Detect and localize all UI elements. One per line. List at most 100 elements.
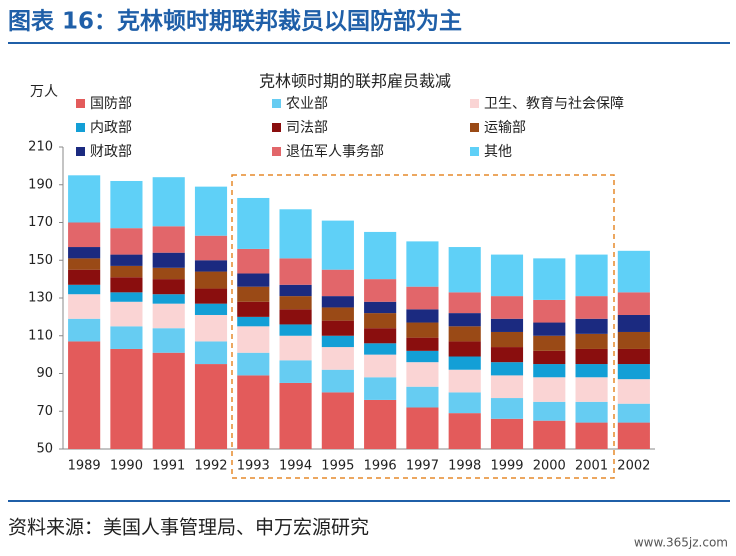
bar-segment xyxy=(533,401,566,421)
bar-segment xyxy=(194,341,228,365)
bar-segment xyxy=(279,324,312,336)
bar-segment xyxy=(194,303,228,315)
bar-segment xyxy=(406,309,439,323)
y-tick-label: 210 xyxy=(28,140,53,155)
bar-segment xyxy=(152,294,185,304)
bar-segment xyxy=(617,348,650,365)
bar-segment xyxy=(110,180,143,229)
legend-label: 司法部 xyxy=(286,120,328,136)
bar-segment xyxy=(110,326,143,349)
bar-segment xyxy=(237,316,270,327)
bar-segment xyxy=(110,292,143,302)
bar-segment xyxy=(533,299,566,323)
bar-segment xyxy=(237,301,270,317)
bar-segment xyxy=(364,377,397,400)
bar-segment xyxy=(448,341,481,357)
bar-segment xyxy=(279,360,312,383)
bar-segment xyxy=(152,267,185,280)
chart-title: 克林顿时期的联邦雇员裁减 xyxy=(259,72,451,91)
bar-segment xyxy=(533,420,566,449)
bar-segment xyxy=(575,348,608,365)
bar-segment xyxy=(490,398,524,419)
bar-segment xyxy=(406,286,439,310)
y-tick-label: 110 xyxy=(28,328,53,343)
bar-segment xyxy=(321,392,354,449)
bar-segment xyxy=(152,279,185,295)
bar-segment xyxy=(490,418,524,449)
bar-segment xyxy=(68,318,101,342)
bar-segment xyxy=(321,320,354,336)
bar-segment xyxy=(194,186,228,236)
bar-segment xyxy=(279,258,312,285)
bar-segment xyxy=(237,326,270,353)
highlight-box xyxy=(231,174,615,479)
bar-segment xyxy=(490,296,524,319)
bar-segment xyxy=(152,177,185,227)
bar-segment xyxy=(364,231,397,280)
bar-segment xyxy=(575,254,608,297)
bar-segment xyxy=(364,354,397,378)
bar-segment xyxy=(448,369,481,393)
bar-segment xyxy=(194,314,228,342)
bar-segment xyxy=(448,292,481,314)
bar-segment xyxy=(533,258,566,300)
bar-segment xyxy=(152,303,185,329)
x-tick-label: 1996 xyxy=(364,459,397,474)
legend-label: 财政部 xyxy=(90,144,132,160)
legend-label: 其他 xyxy=(484,144,512,160)
x-tick-label: 2002 xyxy=(617,459,650,474)
bar-segment xyxy=(533,364,566,378)
bar-segment xyxy=(364,343,397,355)
bar-segment xyxy=(68,284,101,295)
x-tick-label: 1990 xyxy=(110,459,143,474)
bar-segment xyxy=(152,252,185,268)
bar-segment xyxy=(321,220,354,270)
bar-segment xyxy=(406,407,439,449)
bar-segment xyxy=(279,309,312,325)
bar-segment xyxy=(448,247,481,293)
x-tick-label: 2000 xyxy=(533,459,566,474)
y-tick-label: 90 xyxy=(36,366,53,381)
legend-swatch xyxy=(272,147,281,156)
bar-segment xyxy=(364,328,397,344)
bar-segment xyxy=(194,271,228,289)
legend-label: 国防部 xyxy=(90,96,132,112)
y-tick-label: 190 xyxy=(28,177,53,192)
bar-segment xyxy=(279,335,312,361)
y-tick-label: 150 xyxy=(28,253,53,268)
bar-segment xyxy=(194,260,228,272)
bar-segment xyxy=(194,235,228,261)
bar-segment xyxy=(237,197,270,249)
bar-segment xyxy=(321,335,354,348)
y-tick-label: 70 xyxy=(36,404,53,419)
y-tick-label: 50 xyxy=(36,442,53,457)
bar-segment xyxy=(152,352,185,449)
bar-segment xyxy=(110,254,143,266)
bar-segment xyxy=(152,328,185,353)
bar-segment xyxy=(490,254,524,297)
bar-segment xyxy=(194,364,228,449)
bar-segment xyxy=(237,352,270,376)
bar-segment xyxy=(364,279,397,302)
bar-segment xyxy=(321,269,354,297)
bar-segment xyxy=(321,369,354,393)
bar-segment xyxy=(575,318,608,334)
bar-segment xyxy=(364,301,397,314)
bar-segment xyxy=(237,375,270,449)
bar-segment xyxy=(617,250,650,293)
bar-segment xyxy=(533,377,566,402)
y-tick-label: 130 xyxy=(28,291,53,306)
bar-segment xyxy=(406,322,439,338)
x-tick-label: 1992 xyxy=(194,459,227,474)
bar-segment xyxy=(237,248,270,274)
bar-segment xyxy=(279,382,312,449)
x-tick-label: 1999 xyxy=(490,459,523,474)
x-tick-label: 1991 xyxy=(152,459,185,474)
bar-segment xyxy=(406,350,439,363)
bar-segment xyxy=(617,331,650,349)
bar-segment xyxy=(490,375,524,399)
legend-swatch xyxy=(470,147,479,156)
bar-segment xyxy=(617,403,650,423)
bar-segment xyxy=(364,313,397,329)
legend-label: 卫生、教育与社会保障 xyxy=(484,96,624,112)
